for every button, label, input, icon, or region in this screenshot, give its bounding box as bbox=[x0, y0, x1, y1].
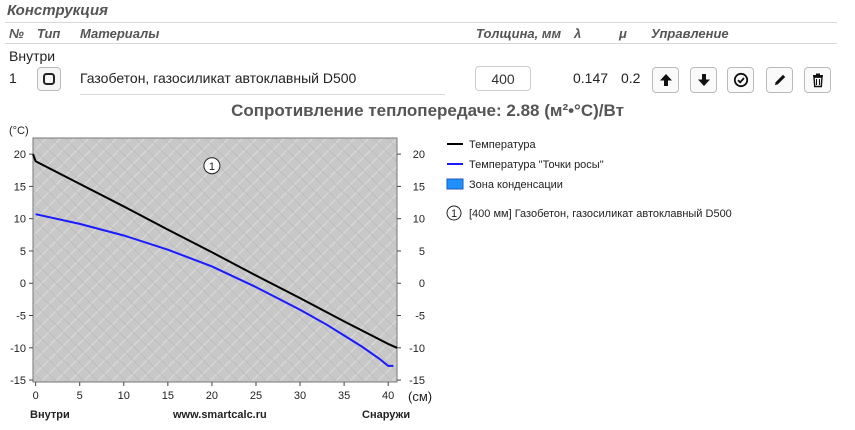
layer-mu: 0.2 bbox=[621, 70, 641, 86]
section-title: Конструкция bbox=[7, 2, 108, 19]
layer-material: Газобетон, газосиликат автоклавный D500 bbox=[80, 70, 357, 86]
y-tick-label: -15 bbox=[10, 375, 26, 387]
header-divider-bottom bbox=[5, 43, 837, 44]
site-label: www.smartcalc.ru bbox=[172, 409, 267, 421]
dew-point-line bbox=[35, 213, 394, 367]
move-down-button[interactable] bbox=[690, 67, 717, 93]
pencil-icon bbox=[774, 74, 785, 85]
x-tick-label: 35 bbox=[338, 390, 350, 402]
y-tick-label: -5 bbox=[16, 311, 26, 323]
resistance-summary: Сопротивление теплопередаче: 2.88 (м²•°С… bbox=[231, 101, 624, 120]
chart-inside-label: Внутри bbox=[30, 409, 70, 421]
trash-icon bbox=[812, 73, 823, 88]
inside-label: Внутри bbox=[9, 48, 56, 64]
square-icon bbox=[43, 73, 55, 85]
y-tick-label: 20 bbox=[14, 149, 26, 161]
thickness-input[interactable] bbox=[475, 66, 531, 91]
y2-tick-label: 0 bbox=[419, 278, 425, 290]
chart-outside-label: Снаружи bbox=[362, 409, 410, 421]
legend-label: Температура bbox=[469, 139, 537, 151]
y-tick-label: 15 bbox=[14, 181, 26, 193]
x-tick-label: 5 bbox=[77, 390, 83, 402]
legend-label: Температура "Точки росы" bbox=[469, 159, 604, 171]
check-circle-icon bbox=[733, 72, 748, 88]
header-divider-top bbox=[5, 22, 837, 23]
y-tick-label: 5 bbox=[20, 246, 26, 258]
y2-tick-label: -10 bbox=[409, 343, 425, 355]
layer-index: 1 bbox=[9, 70, 17, 86]
y2-tick-label: -15 bbox=[409, 375, 425, 387]
x-tick-label: 40 bbox=[382, 390, 394, 402]
layer-area bbox=[32, 137, 398, 383]
y2-tick-label: 5 bbox=[419, 246, 425, 258]
legend-label-condensation: Зона конденсации bbox=[469, 179, 563, 191]
x-tick-label: 15 bbox=[162, 390, 174, 402]
layer-marker-label: 1 bbox=[209, 161, 215, 173]
material-underline bbox=[80, 94, 445, 95]
x-tick-label: 25 bbox=[250, 390, 262, 402]
arrow-up-icon bbox=[659, 74, 672, 86]
x-tick-label: 30 bbox=[294, 390, 306, 402]
temperature-line bbox=[32, 153, 398, 349]
col-num: № bbox=[9, 26, 24, 41]
y2-tick-label: 20 bbox=[413, 149, 425, 161]
col-materials: Материалы bbox=[80, 26, 160, 41]
x-tick-label: 10 bbox=[118, 390, 130, 402]
layer-lambda: 0.147 bbox=[573, 70, 609, 86]
y2-tick-label: -5 bbox=[415, 311, 425, 323]
delete-button[interactable] bbox=[804, 67, 831, 93]
x-tick-label: 0 bbox=[33, 390, 39, 402]
col-mu: μ bbox=[619, 26, 627, 41]
move-up-button[interactable] bbox=[652, 67, 679, 93]
edit-button[interactable] bbox=[766, 67, 793, 93]
arrow-down-icon bbox=[697, 74, 710, 86]
y-axis-label: (°C) bbox=[9, 125, 29, 137]
x-axis-label: (см) bbox=[408, 389, 432, 404]
col-thickness: Толщина, мм bbox=[476, 26, 562, 41]
legend-layer-label: [400 мм] Газобетон, газосиликат автоклав… bbox=[469, 208, 732, 220]
y-tick-label: -10 bbox=[10, 343, 26, 355]
x-tick-label: 20 bbox=[206, 390, 218, 402]
legend-layer-marker bbox=[446, 205, 462, 221]
legend-swatch-condensation bbox=[446, 178, 464, 190]
y2-tick-label: 15 bbox=[413, 181, 425, 193]
legend-layer-marker-label: 1 bbox=[451, 208, 457, 220]
y2-tick-label: 10 bbox=[413, 214, 425, 226]
layer-type-button[interactable] bbox=[37, 67, 61, 91]
col-control: Управление bbox=[651, 26, 729, 41]
y-tick-label: 0 bbox=[20, 278, 26, 290]
col-type: Тип bbox=[37, 26, 61, 41]
check-button[interactable] bbox=[727, 67, 754, 93]
y-tick-label: 10 bbox=[14, 214, 26, 226]
layer-marker bbox=[203, 157, 221, 175]
col-lambda: λ bbox=[574, 26, 582, 41]
